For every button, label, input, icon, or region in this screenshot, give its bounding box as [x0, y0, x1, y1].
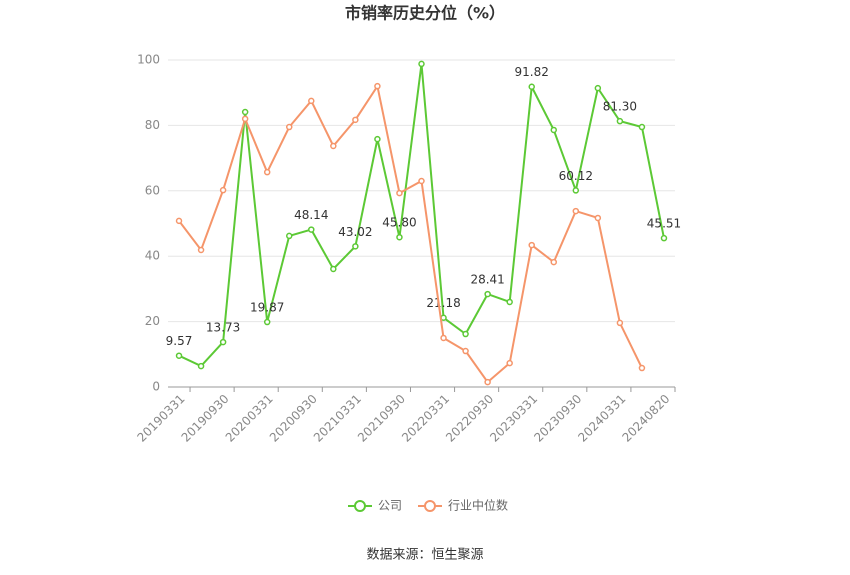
- x-tick-label: 20240820: [619, 392, 672, 445]
- point: [660, 234, 668, 242]
- data-label: 48.14: [294, 208, 328, 222]
- point: [550, 258, 558, 266]
- point: [396, 233, 403, 241]
- data-label: 9.57: [166, 334, 193, 348]
- point: [330, 265, 337, 273]
- point: [572, 207, 580, 215]
- data-label: 21.18: [426, 296, 460, 310]
- data-label: 81.30: [603, 100, 637, 114]
- y-tick-label: 0: [152, 380, 160, 394]
- point: [219, 186, 227, 194]
- point: [352, 243, 359, 250]
- y-tick-label: 60: [145, 183, 160, 197]
- source: 数据来源：恒生聚源: [366, 548, 483, 563]
- point: [352, 116, 359, 124]
- point: [175, 217, 183, 225]
- point: [418, 177, 425, 185]
- chart-title: 市销率历史分位（%）: [345, 4, 505, 23]
- legend-label: 公司: [378, 499, 402, 513]
- y-tick-label: 20: [145, 314, 160, 328]
- point: [638, 123, 646, 131]
- series-line: [178, 83, 643, 384]
- point: [638, 364, 646, 372]
- point: [241, 115, 249, 123]
- point: [528, 83, 535, 90]
- point: [484, 378, 491, 386]
- point: [263, 168, 271, 176]
- point: [285, 232, 293, 240]
- point: [197, 362, 205, 370]
- point: [462, 347, 469, 355]
- point: [616, 319, 624, 327]
- point: [616, 117, 624, 125]
- point: [440, 334, 447, 342]
- point: [572, 187, 580, 194]
- point: [594, 214, 602, 222]
- data-label: 91.82: [515, 65, 549, 79]
- data-label: 45.51: [647, 217, 681, 231]
- point: [308, 226, 315, 233]
- data-label: 43.02: [338, 225, 372, 239]
- point: [330, 142, 337, 150]
- point: [396, 189, 403, 197]
- point: [506, 359, 513, 367]
- point: [506, 298, 513, 306]
- data-label: 60.12: [559, 169, 593, 183]
- legend-marker: [354, 500, 366, 512]
- point: [285, 123, 293, 131]
- point: [374, 82, 381, 90]
- y-tick-label: 100: [137, 53, 160, 67]
- point: [550, 126, 558, 134]
- data-label: 13.73: [206, 321, 240, 335]
- data-label: 28.41: [470, 273, 504, 287]
- point: [528, 241, 535, 249]
- data-label: 19.87: [250, 301, 284, 315]
- point: [263, 318, 271, 326]
- point: [241, 108, 249, 116]
- point: [484, 290, 491, 298]
- point: [175, 352, 183, 359]
- point: [374, 135, 381, 143]
- point: [594, 84, 602, 92]
- y-tick-label: 40: [145, 249, 160, 263]
- data-label: 45.80: [382, 216, 416, 230]
- point: [462, 330, 469, 338]
- legend-marker: [424, 500, 436, 512]
- point: [219, 338, 227, 346]
- legend-label: 行业中位数: [448, 498, 508, 513]
- y-tick-label: 80: [145, 118, 160, 132]
- point: [197, 246, 205, 254]
- point: [418, 60, 425, 68]
- point: [308, 97, 315, 105]
